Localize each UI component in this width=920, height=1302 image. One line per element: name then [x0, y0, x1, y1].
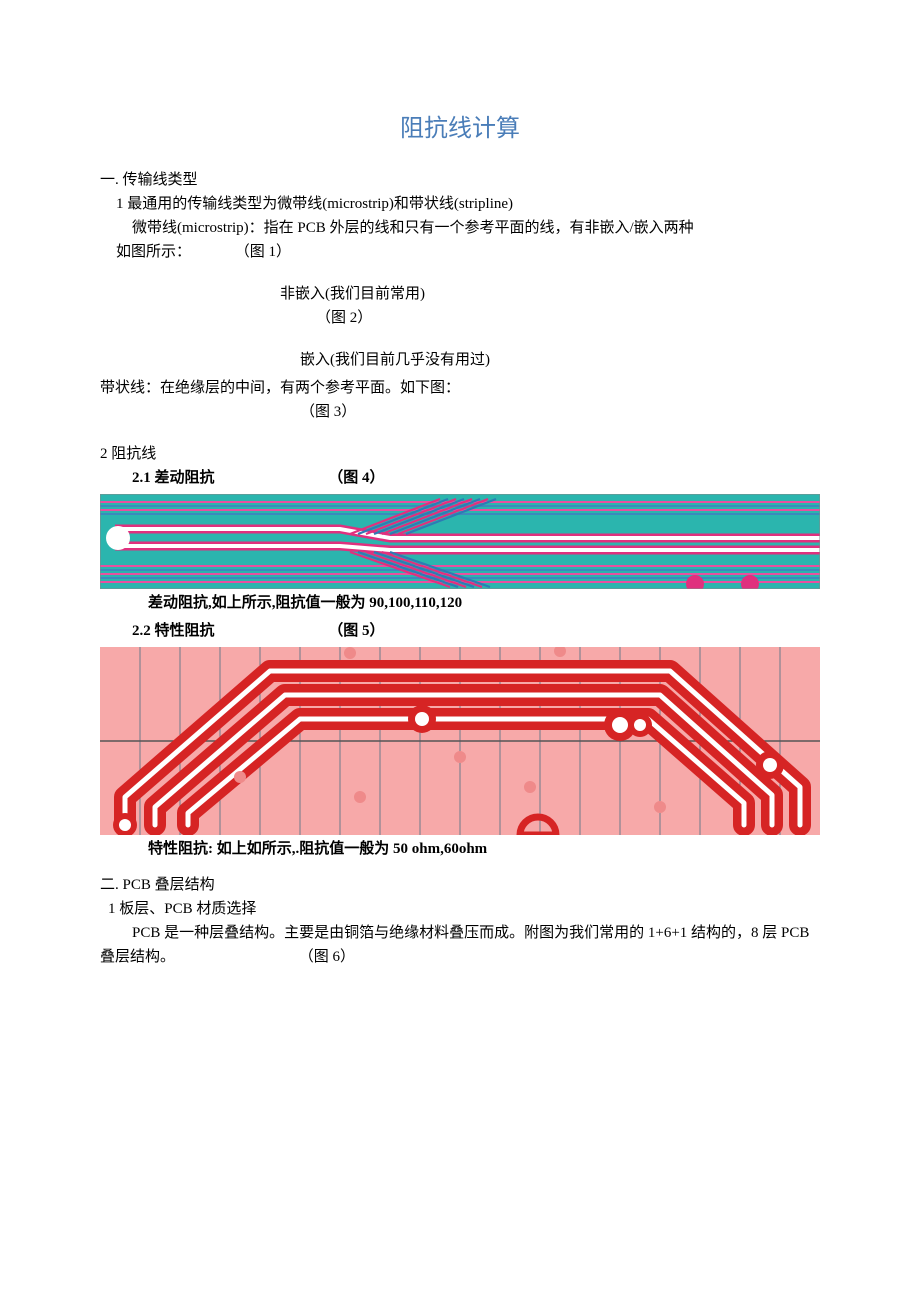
- section-3-heading: 二. PCB 叠层结构: [100, 873, 820, 897]
- stripline-definition: 带状线：在绝缘层的中间，有两个参考平面。如下图：: [100, 376, 820, 400]
- sub-2-1-line: 2.1 差动阻抗 （图 4）: [100, 466, 820, 490]
- figure-4-differential-impedance: [100, 494, 820, 589]
- page-title: 阻抗线计算: [100, 110, 820, 148]
- fig-6-ref: （图 6）: [299, 949, 355, 965]
- section-3-para-wrap: PCB 是一种层叠结构。主要是由铜箔与绝缘材料叠压而成。附图为我们常用的 1+6…: [100, 921, 820, 969]
- microstrip-definition: 微带线(microstrip)：指在 PCB 外层的线和只有一个参考平面的线，有…: [100, 216, 820, 240]
- sub-2-2-line: 2.2 特性阻抗 （图 5）: [100, 619, 820, 643]
- non-embedded-block: 非嵌入(我们目前常用) （图 2）: [100, 282, 820, 330]
- fig-1-ref: （图 1）: [235, 240, 291, 264]
- as-shown-text: 如图所示：: [116, 244, 191, 260]
- non-embedded-label: 非嵌入(我们目前常用): [280, 282, 820, 306]
- section-1-item-1: 1 最通用的传输线类型为微带线(microstrip)和带状线(striplin…: [100, 192, 820, 216]
- figure-5-caption: 特性阻抗: 如上如所示,.阻抗值一般为 50 ohm,60ohm: [100, 837, 820, 861]
- sub-2-2-label: 2.2 特性阻抗: [132, 623, 215, 639]
- sub-2-1-label: 2.1 差动阻抗: [132, 470, 215, 486]
- diff-impedance-svg: [100, 494, 820, 589]
- figure-5-characteristic-impedance: [100, 647, 820, 835]
- fig-5-ref: （图 5）: [328, 623, 384, 639]
- fig-4-ref: （图 4）: [328, 470, 384, 486]
- fig-3-ref: （图 3）: [100, 400, 820, 424]
- section-3-paragraph: PCB 是一种层叠结构。主要是由铜箔与绝缘材料叠压而成。附图为我们常用的 1+6…: [100, 925, 809, 965]
- fig-2-ref: （图 2）: [280, 306, 820, 330]
- embedded-block: 嵌入(我们目前几乎没有用过): [100, 348, 820, 372]
- as-shown-line: 如图所示： （图 1）: [100, 240, 820, 264]
- section-1-heading: 一. 传输线类型: [100, 168, 820, 192]
- figure-4-caption: 差动阻抗,如上所示,阻抗值一般为 90,100,110,120: [100, 591, 820, 615]
- char-impedance-svg: [100, 647, 820, 835]
- section-2-heading: 2 阻抗线: [100, 442, 820, 466]
- section-3-item-1: 1 板层、PCB 材质选择: [100, 897, 820, 921]
- embedded-label: 嵌入(我们目前几乎没有用过): [300, 348, 820, 372]
